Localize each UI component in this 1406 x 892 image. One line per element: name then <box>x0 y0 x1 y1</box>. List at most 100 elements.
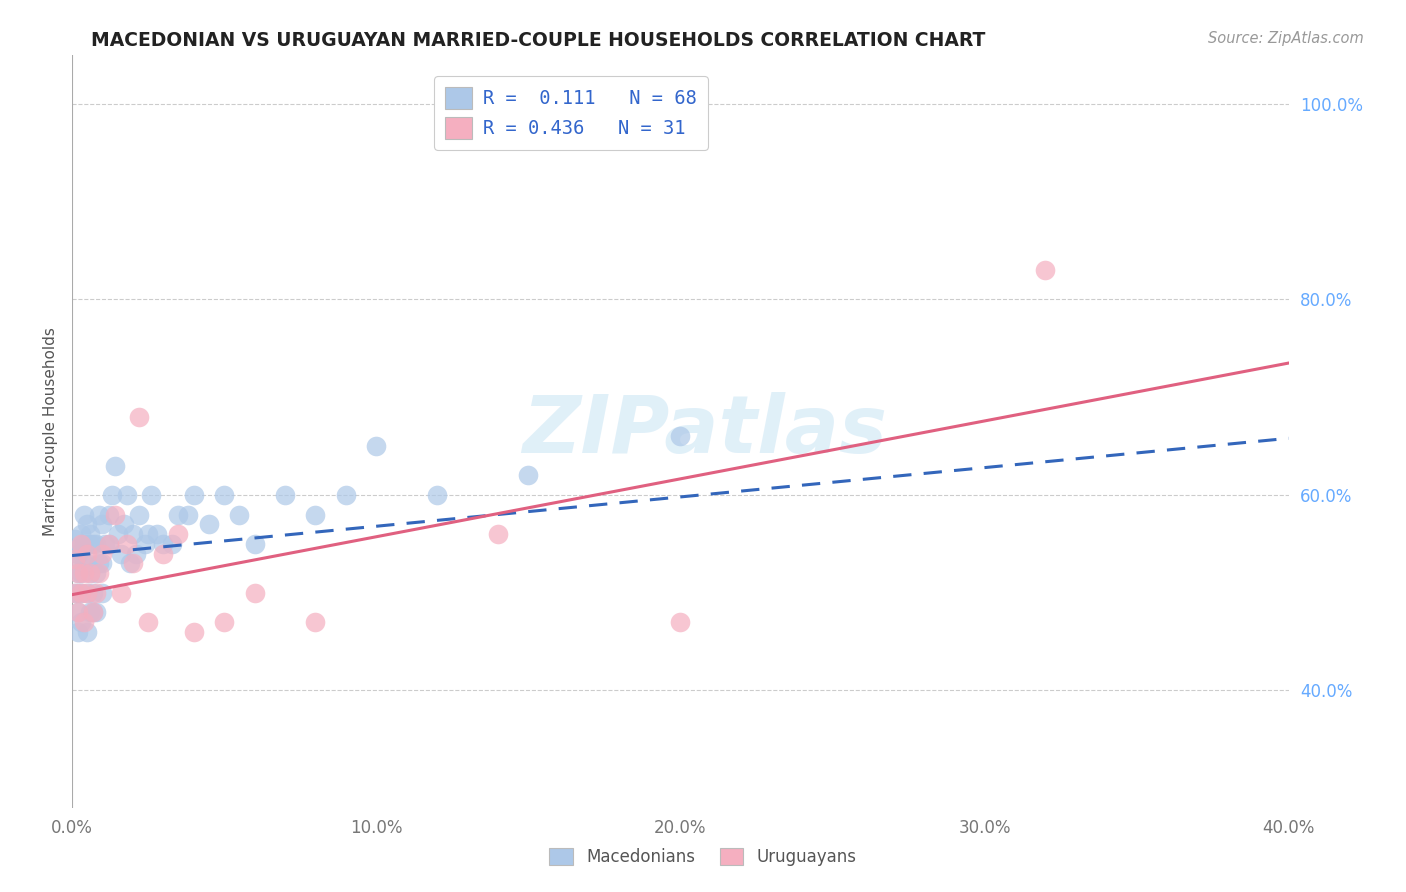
Point <box>162 537 184 551</box>
Point <box>86 605 108 619</box>
Point <box>89 566 111 581</box>
Point <box>73 557 96 571</box>
Point <box>89 557 111 571</box>
Point <box>73 537 96 551</box>
Point <box>67 547 90 561</box>
Point <box>134 537 156 551</box>
Point <box>79 537 101 551</box>
Point <box>110 585 132 599</box>
Point <box>76 517 98 532</box>
Point <box>63 585 86 599</box>
Point <box>125 547 148 561</box>
Text: ZIPatlas: ZIPatlas <box>522 392 887 470</box>
Point <box>79 605 101 619</box>
Point <box>63 541 86 556</box>
Point <box>152 537 174 551</box>
Point <box>82 537 104 551</box>
Point <box>198 517 221 532</box>
Point <box>167 508 190 522</box>
Point <box>82 605 104 619</box>
Point <box>91 517 114 532</box>
Point <box>183 624 205 639</box>
Point <box>94 537 117 551</box>
Point <box>63 585 86 599</box>
Point <box>243 585 266 599</box>
Point <box>146 527 169 541</box>
Point <box>67 605 90 619</box>
Point <box>243 537 266 551</box>
Point <box>70 585 93 599</box>
Point <box>63 551 86 566</box>
Point <box>1035 263 1057 277</box>
Point <box>70 537 93 551</box>
Point <box>70 566 93 581</box>
Point <box>128 409 150 424</box>
Point <box>110 547 132 561</box>
Point <box>76 557 98 571</box>
Point <box>97 537 120 551</box>
Point <box>67 624 90 639</box>
Text: MACEDONIAN VS URUGUAYAN MARRIED-COUPLE HOUSEHOLDS CORRELATION CHART: MACEDONIAN VS URUGUAYAN MARRIED-COUPLE H… <box>91 31 986 50</box>
Point <box>63 532 86 546</box>
Point <box>228 508 250 522</box>
Point <box>669 615 692 629</box>
Point <box>70 527 93 541</box>
Text: Source: ZipAtlas.com: Source: ZipAtlas.com <box>1208 31 1364 46</box>
Point <box>426 488 449 502</box>
Point <box>76 585 98 599</box>
Point <box>486 527 509 541</box>
Legend: Macedonians, Uruguayans: Macedonians, Uruguayans <box>543 841 863 873</box>
Point <box>97 508 120 522</box>
Point <box>121 527 143 541</box>
Point <box>176 508 198 522</box>
Legend: R =  0.111   N = 68, R = 0.436   N = 31: R = 0.111 N = 68, R = 0.436 N = 31 <box>434 76 707 150</box>
Point <box>70 615 93 629</box>
Point <box>67 605 90 619</box>
Point <box>67 566 90 581</box>
Point <box>304 615 326 629</box>
Point <box>79 566 101 581</box>
Point <box>121 557 143 571</box>
Point <box>79 566 101 581</box>
Point <box>79 527 101 541</box>
Point <box>152 547 174 561</box>
Point <box>366 439 388 453</box>
Point <box>91 547 114 561</box>
Point <box>517 468 540 483</box>
Point <box>115 488 138 502</box>
Point <box>97 537 120 551</box>
Point <box>73 508 96 522</box>
Point <box>212 488 235 502</box>
Point <box>304 508 326 522</box>
Point <box>76 624 98 639</box>
Point <box>335 488 357 502</box>
Point <box>136 615 159 629</box>
Point <box>82 585 104 599</box>
Point <box>115 537 138 551</box>
Point <box>107 527 129 541</box>
Point <box>67 585 90 599</box>
Point <box>118 557 141 571</box>
Point <box>86 585 108 599</box>
Point <box>136 527 159 541</box>
Point <box>274 488 297 502</box>
Point <box>91 557 114 571</box>
Point <box>104 458 127 473</box>
Point <box>112 517 135 532</box>
Point <box>89 508 111 522</box>
Point <box>183 488 205 502</box>
Point <box>91 585 114 599</box>
Point <box>82 605 104 619</box>
Point <box>167 527 190 541</box>
Point <box>73 615 96 629</box>
Point <box>63 551 86 566</box>
Point <box>212 615 235 629</box>
Point <box>100 488 122 502</box>
Point <box>139 488 162 502</box>
Point <box>104 508 127 522</box>
Point <box>73 566 96 581</box>
Point <box>86 566 108 581</box>
Point <box>67 566 90 581</box>
Point <box>86 537 108 551</box>
Point <box>76 547 98 561</box>
